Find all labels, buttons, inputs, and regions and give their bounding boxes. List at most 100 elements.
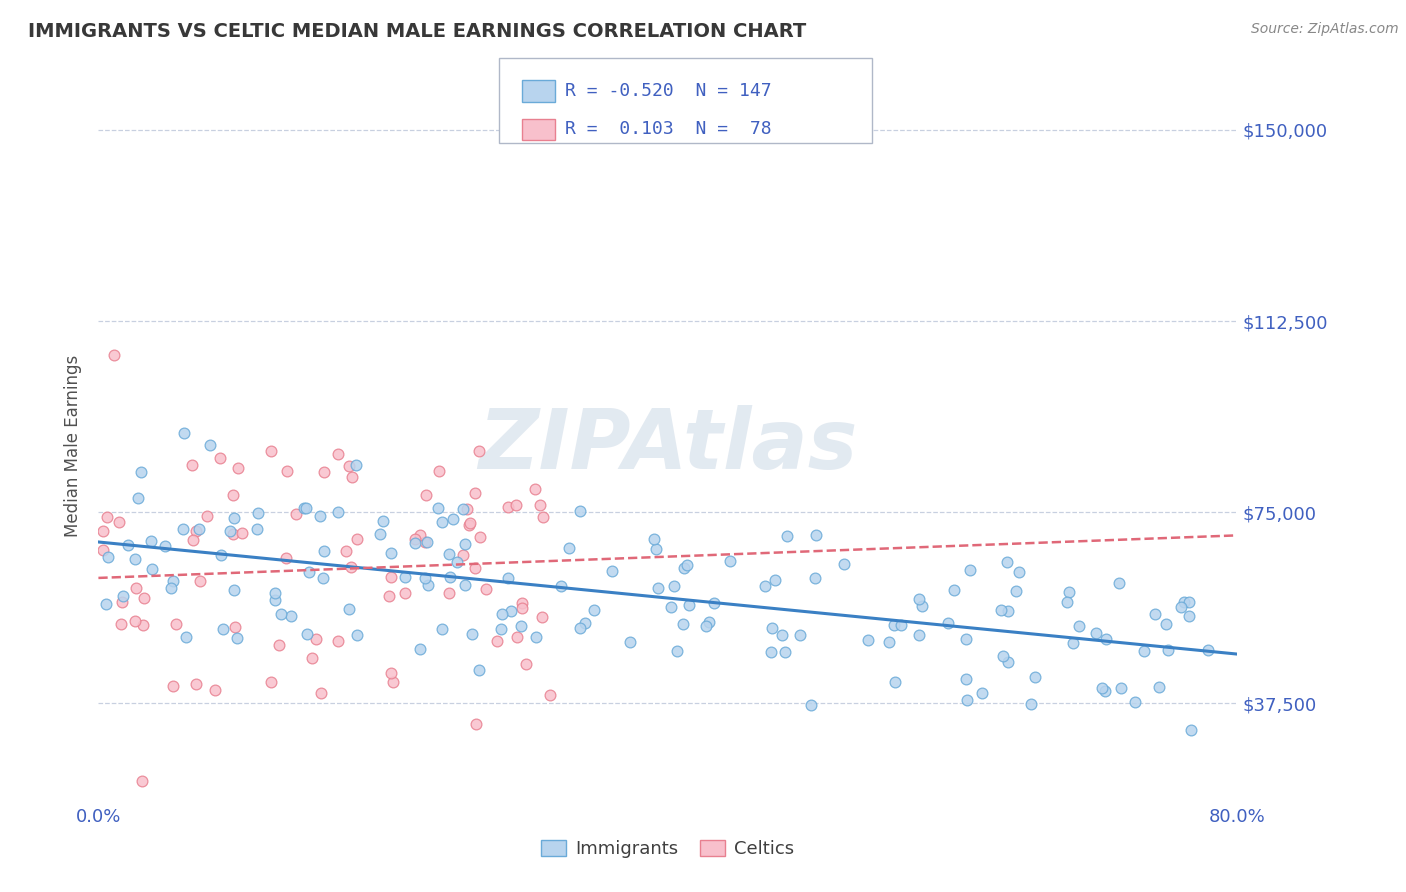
Point bbox=[124, 552, 146, 566]
Point bbox=[643, 533, 665, 547]
Point bbox=[209, 549, 232, 563]
Point bbox=[176, 630, 198, 644]
Point bbox=[131, 773, 153, 788]
Point bbox=[132, 591, 155, 605]
Point bbox=[583, 603, 606, 617]
Point bbox=[454, 577, 477, 591]
Point bbox=[305, 632, 328, 646]
Point bbox=[335, 543, 357, 558]
Point bbox=[659, 599, 682, 614]
Point bbox=[662, 579, 685, 593]
Point bbox=[301, 651, 323, 665]
Point bbox=[416, 578, 439, 592]
Point bbox=[491, 607, 513, 621]
Point bbox=[439, 570, 461, 584]
Point bbox=[446, 555, 468, 569]
Point bbox=[153, 540, 176, 554]
Point bbox=[415, 488, 437, 502]
Point bbox=[346, 628, 368, 642]
Point bbox=[326, 633, 349, 648]
Point bbox=[699, 615, 721, 629]
Point bbox=[538, 688, 561, 702]
Point bbox=[312, 571, 335, 585]
Point bbox=[995, 555, 1018, 569]
Point bbox=[269, 638, 291, 652]
Point bbox=[666, 644, 689, 658]
Point bbox=[91, 524, 114, 538]
Point bbox=[346, 532, 368, 546]
Point bbox=[427, 464, 450, 478]
Point bbox=[173, 426, 195, 441]
Point bbox=[1154, 616, 1177, 631]
Point bbox=[222, 488, 245, 502]
Point bbox=[997, 604, 1019, 618]
Point bbox=[430, 515, 453, 529]
Point bbox=[509, 618, 531, 632]
Point bbox=[645, 541, 668, 556]
Point bbox=[195, 508, 218, 523]
Point bbox=[531, 610, 554, 624]
Point bbox=[314, 544, 336, 558]
Point bbox=[1147, 680, 1170, 694]
Point bbox=[404, 535, 426, 549]
Point bbox=[125, 581, 148, 595]
Point bbox=[506, 630, 529, 644]
Point bbox=[451, 502, 474, 516]
Point bbox=[956, 693, 979, 707]
Point bbox=[155, 817, 177, 831]
Point bbox=[394, 586, 416, 600]
Point bbox=[380, 666, 402, 681]
Point bbox=[959, 563, 981, 577]
Point bbox=[426, 500, 449, 515]
Point bbox=[381, 675, 404, 690]
Point bbox=[247, 506, 270, 520]
Point bbox=[132, 617, 155, 632]
Point bbox=[1059, 585, 1081, 599]
Point bbox=[111, 595, 134, 609]
Point bbox=[672, 560, 695, 574]
Point bbox=[111, 589, 134, 603]
Point bbox=[224, 583, 246, 598]
Point bbox=[110, 616, 132, 631]
Point bbox=[460, 627, 482, 641]
Point bbox=[671, 617, 693, 632]
Point bbox=[879, 634, 901, 648]
Point bbox=[678, 598, 700, 612]
Point bbox=[181, 533, 204, 547]
Point bbox=[270, 607, 292, 621]
Text: Source: ZipAtlas.com: Source: ZipAtlas.com bbox=[1251, 22, 1399, 37]
Point bbox=[413, 571, 436, 585]
Point bbox=[619, 635, 641, 649]
Point bbox=[337, 459, 360, 474]
Point bbox=[458, 517, 481, 532]
Text: ZIPAtlas: ZIPAtlas bbox=[478, 406, 858, 486]
Point bbox=[1173, 595, 1195, 609]
Point bbox=[204, 682, 226, 697]
Point bbox=[97, 549, 120, 564]
Point bbox=[456, 502, 478, 516]
Point bbox=[297, 626, 319, 640]
Point bbox=[907, 628, 929, 642]
Point bbox=[441, 512, 464, 526]
Point bbox=[832, 557, 855, 571]
Point bbox=[890, 617, 912, 632]
Point bbox=[221, 527, 243, 541]
Point bbox=[1091, 681, 1114, 695]
Point bbox=[339, 560, 361, 574]
Point bbox=[264, 593, 287, 607]
Point bbox=[557, 541, 579, 555]
Point bbox=[884, 674, 907, 689]
Point bbox=[883, 617, 905, 632]
Point bbox=[198, 438, 221, 452]
Point bbox=[523, 482, 546, 496]
Point bbox=[718, 554, 741, 568]
Point bbox=[378, 590, 401, 604]
Point bbox=[219, 524, 242, 539]
Point bbox=[505, 498, 527, 512]
Point bbox=[1133, 643, 1156, 657]
Point bbox=[997, 655, 1019, 669]
Point bbox=[103, 348, 125, 362]
Point bbox=[295, 501, 318, 516]
Point bbox=[1144, 607, 1167, 622]
Point bbox=[955, 672, 977, 686]
